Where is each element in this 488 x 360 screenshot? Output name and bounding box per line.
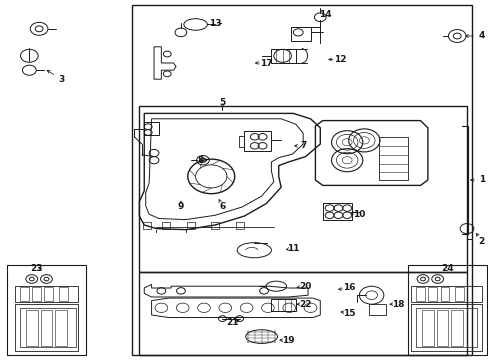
Bar: [162, 222, 170, 229]
Bar: [7, 265, 85, 355]
Bar: [186, 222, 194, 229]
Bar: [139, 272, 466, 355]
Bar: [271, 49, 295, 63]
Text: 14: 14: [318, 10, 331, 19]
Bar: [142, 222, 150, 229]
Bar: [436, 310, 447, 346]
Text: 7: 7: [299, 141, 306, 150]
Bar: [139, 106, 466, 272]
Bar: [144, 122, 159, 135]
Text: 2: 2: [478, 237, 484, 246]
Bar: [20, 308, 76, 347]
Text: 9: 9: [177, 202, 184, 211]
Bar: [427, 287, 436, 301]
Bar: [15, 304, 78, 351]
Text: 22: 22: [299, 300, 311, 309]
Bar: [55, 310, 67, 346]
Text: 10: 10: [352, 210, 365, 219]
Bar: [454, 287, 463, 301]
Text: 15: 15: [343, 309, 355, 318]
Text: 13: 13: [208, 19, 221, 28]
Bar: [450, 310, 462, 346]
Text: 1: 1: [478, 175, 484, 184]
Bar: [244, 131, 271, 151]
Bar: [26, 310, 38, 346]
Bar: [378, 137, 407, 180]
Text: 5: 5: [219, 98, 225, 107]
Text: 11: 11: [286, 244, 299, 253]
Text: 3: 3: [58, 75, 64, 84]
Bar: [415, 287, 424, 301]
Bar: [410, 286, 481, 302]
Bar: [211, 222, 219, 229]
Text: 24: 24: [440, 264, 453, 273]
Bar: [44, 287, 53, 301]
Bar: [235, 222, 243, 229]
Bar: [20, 287, 29, 301]
Text: 20: 20: [299, 282, 311, 291]
Bar: [132, 5, 471, 355]
Bar: [59, 287, 68, 301]
Bar: [238, 136, 244, 147]
Text: 16: 16: [343, 284, 355, 292]
Text: 21: 21: [225, 318, 238, 327]
Text: 17: 17: [260, 58, 272, 68]
Bar: [415, 308, 476, 347]
Bar: [32, 287, 41, 301]
Bar: [368, 304, 386, 315]
Bar: [440, 287, 448, 301]
Text: 6: 6: [219, 202, 225, 211]
Text: 8: 8: [197, 156, 203, 165]
Text: 4: 4: [477, 31, 484, 40]
Text: 19: 19: [282, 336, 294, 345]
Bar: [290, 27, 310, 41]
Text: 18: 18: [391, 300, 404, 309]
Text: 23: 23: [30, 264, 43, 273]
Bar: [41, 310, 52, 346]
Bar: [322, 203, 351, 220]
Bar: [15, 286, 78, 302]
Bar: [410, 304, 481, 351]
Bar: [421, 310, 433, 346]
Bar: [271, 299, 295, 311]
Bar: [407, 265, 486, 355]
Text: 12: 12: [333, 55, 346, 64]
